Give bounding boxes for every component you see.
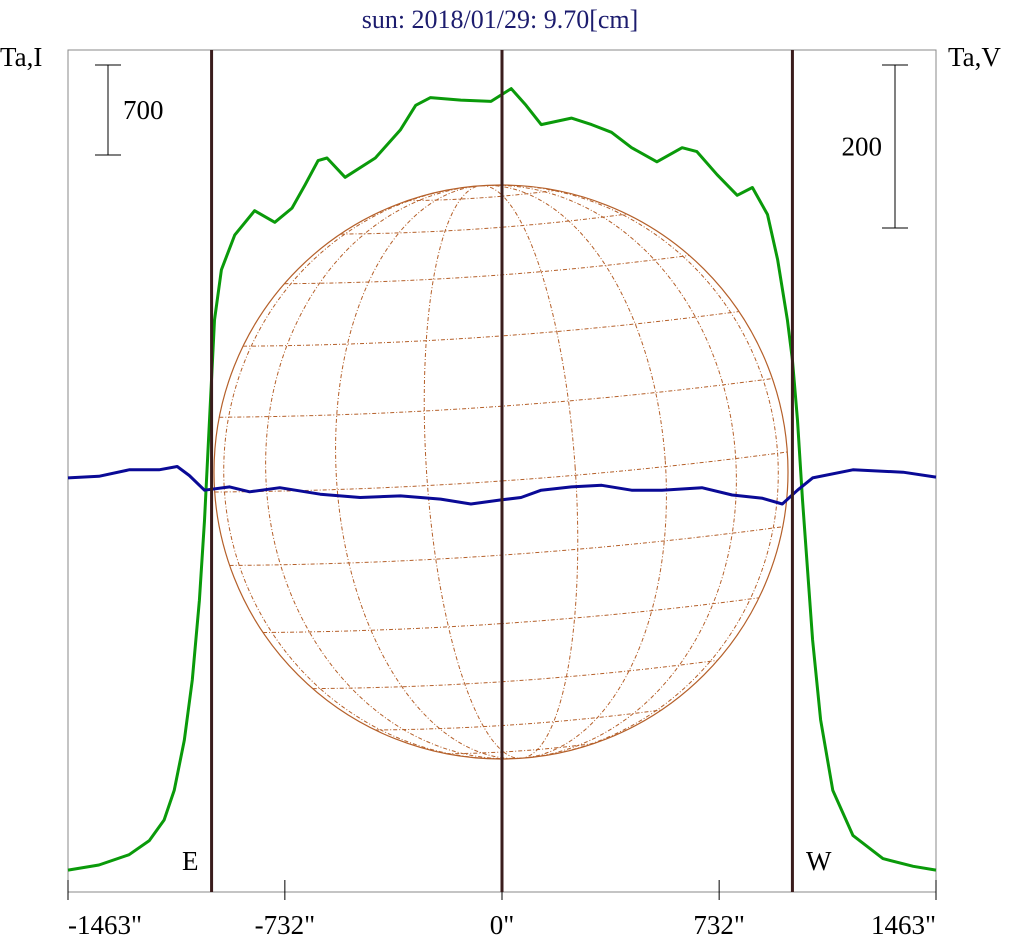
y-axis-label: Ta,I: [0, 42, 42, 72]
x-tick-label: -732": [255, 910, 316, 940]
parallel: [263, 597, 760, 633]
chart-title: sun: 2018/01/29: 9.70[cm]: [362, 5, 639, 34]
scale-label: 200: [842, 132, 883, 162]
y2-axis-label: Ta,V: [948, 42, 1001, 72]
parallel: [229, 526, 783, 566]
solar-disk: [213, 184, 789, 760]
parallel: [284, 254, 690, 285]
x-tick-label: 732": [693, 910, 745, 940]
x-tick-label: 1463": [871, 910, 936, 940]
annotation: W: [806, 846, 832, 876]
parallel: [219, 378, 773, 418]
parallel: [375, 709, 662, 731]
parallel: [407, 189, 556, 202]
scale-label: 700: [123, 95, 164, 125]
x-tick-label: -1463": [68, 910, 142, 940]
parallel: [312, 659, 718, 690]
x-tick-label: 0": [490, 910, 515, 940]
annotation: E: [182, 846, 199, 876]
parallel: [243, 311, 739, 347]
parallel: [446, 742, 595, 755]
parallel: [340, 213, 627, 235]
